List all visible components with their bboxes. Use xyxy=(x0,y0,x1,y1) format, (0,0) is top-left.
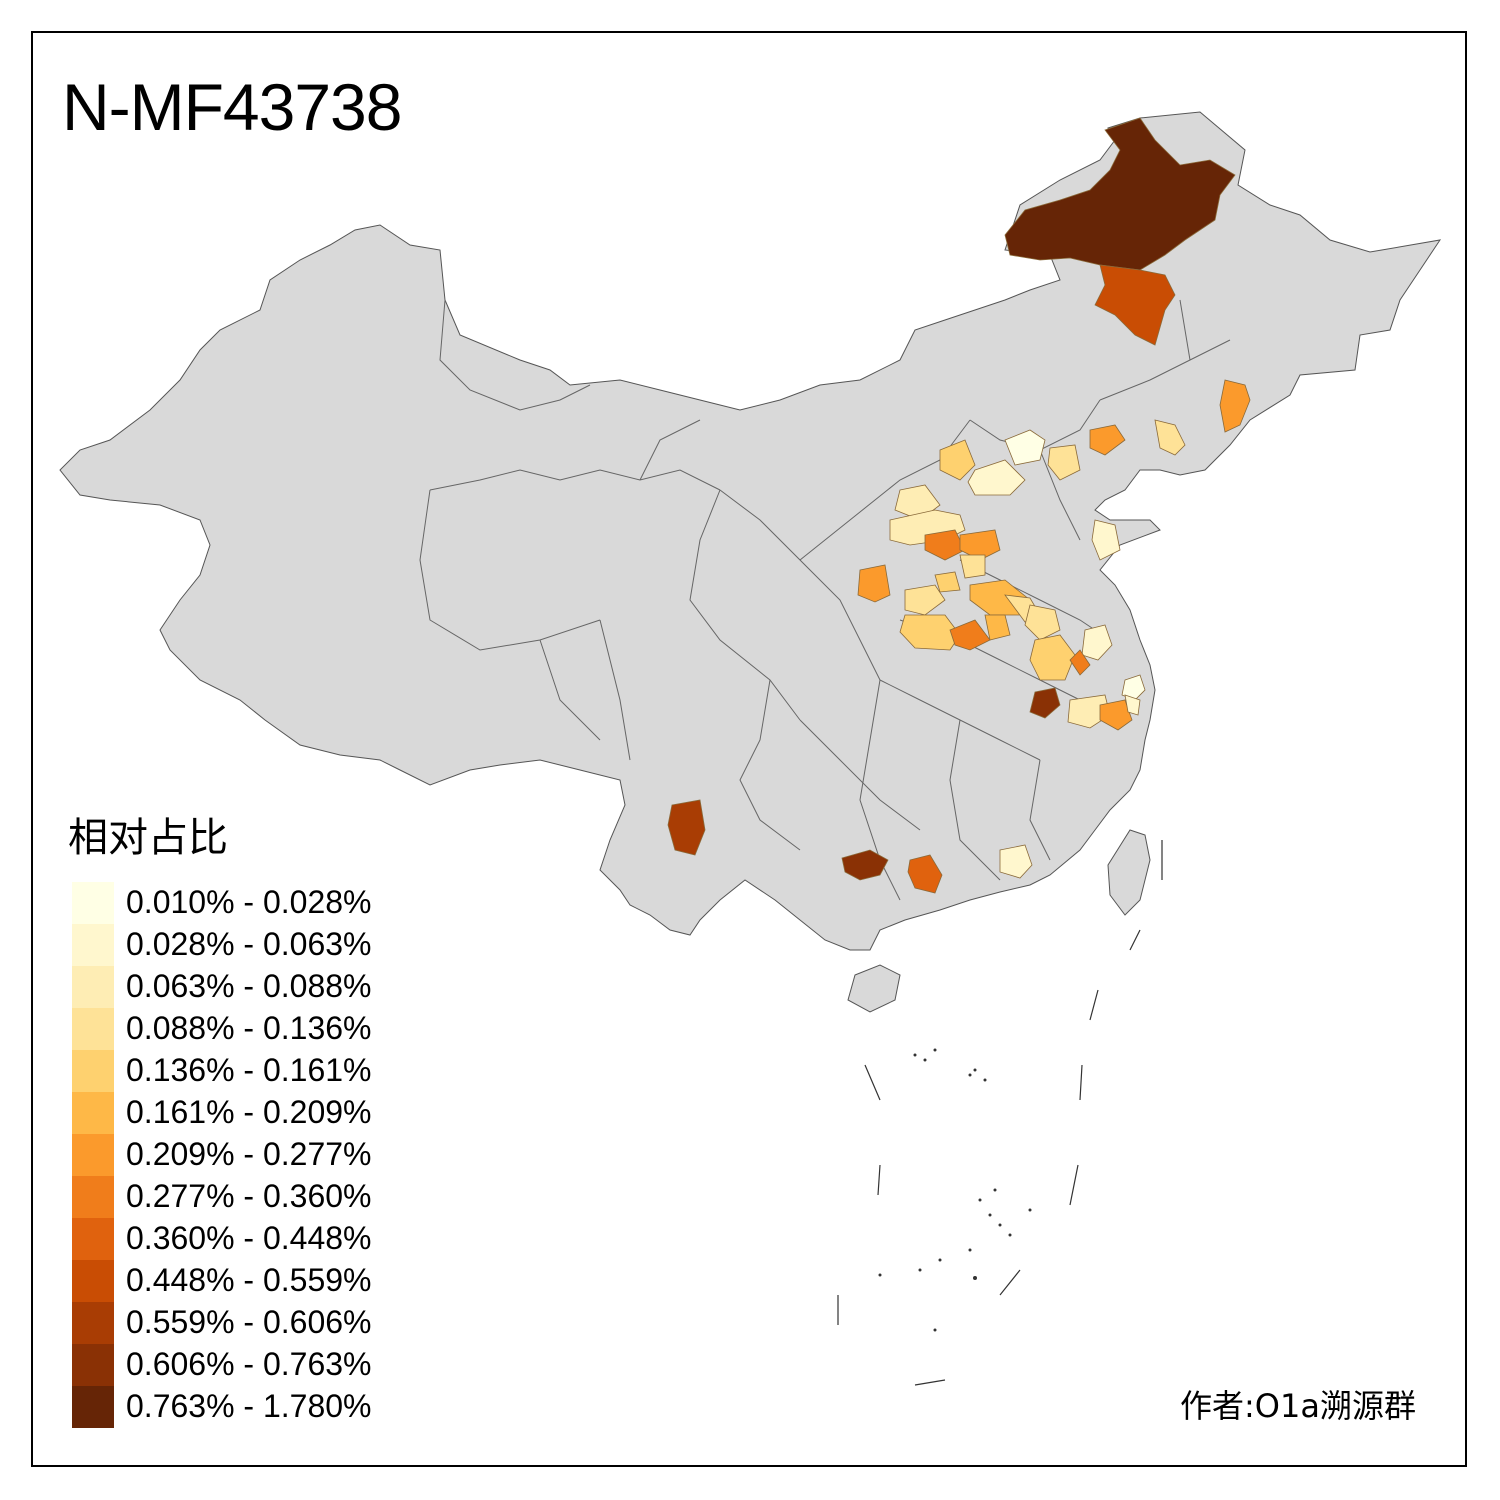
region-zhengzhou xyxy=(984,614,1011,641)
mainland-china xyxy=(59,111,1442,951)
map-title: N-MF43738 xyxy=(62,70,402,144)
region-hefei xyxy=(1067,694,1111,729)
region-shijiazhuang xyxy=(959,529,1001,561)
legend-label: 0.606% - 0.763% xyxy=(126,1346,372,1382)
region-jiaxing xyxy=(1124,694,1141,716)
legend-label: 0.028% - 0.063% xyxy=(126,926,372,962)
legend-swatch xyxy=(72,1050,114,1092)
hainan-island xyxy=(847,964,901,1013)
legend-swatch xyxy=(72,1008,114,1050)
author-credit: 作者:O1a溯源群 xyxy=(1180,1387,1416,1425)
region-hinggan xyxy=(1094,264,1176,346)
legend-swatch xyxy=(72,1344,114,1386)
taiwan-island xyxy=(1107,829,1151,916)
region-tangshan xyxy=(1047,444,1081,481)
legend-label: 0.063% - 0.088% xyxy=(126,968,372,1004)
legend-label: 0.763% - 1.780% xyxy=(126,1388,372,1424)
region-zhoukou xyxy=(1024,604,1061,641)
region-pingdingshan xyxy=(949,619,991,651)
region-yangquan xyxy=(924,529,966,561)
south-china-sea-boundary xyxy=(837,840,1163,1386)
region-jincheng xyxy=(934,571,961,593)
legend-swatch xyxy=(72,1302,114,1344)
region-zhangjiakou xyxy=(967,459,1026,496)
region-dali xyxy=(667,799,706,856)
legend-swatch xyxy=(72,966,114,1008)
south-sea-islands xyxy=(878,1048,1032,1332)
region-xuzhou xyxy=(1091,519,1121,561)
legend-swatch xyxy=(72,1134,114,1176)
region-liaoyang xyxy=(1154,419,1186,456)
legend-label: 0.088% - 0.136% xyxy=(126,1010,372,1046)
legend-label: 0.360% - 0.448% xyxy=(126,1220,372,1256)
legend-swatch xyxy=(72,1092,114,1134)
legend-swatch xyxy=(72,882,114,924)
region-baise xyxy=(841,849,889,881)
region-anqing xyxy=(1029,687,1061,719)
legend-title: 相对占比 xyxy=(68,815,228,861)
legend-label: 0.209% - 0.277% xyxy=(126,1136,372,1172)
region-datong xyxy=(939,439,976,481)
region-huzhou xyxy=(1099,699,1133,731)
region-suzhou-jiangsu xyxy=(1121,674,1146,701)
legend-swatch xyxy=(72,1176,114,1218)
region-meizhou xyxy=(999,844,1033,879)
legend-swatch xyxy=(72,924,114,966)
region-linfen xyxy=(857,564,891,603)
region-dandong xyxy=(1219,379,1251,433)
region-luoyang xyxy=(899,614,961,651)
region-jinzhong xyxy=(959,554,986,579)
region-zhangjiakou-north xyxy=(1004,429,1046,466)
legend-label: 0.136% - 0.161% xyxy=(126,1052,372,1088)
legend-label: 0.559% - 0.606% xyxy=(126,1304,372,1340)
legend-swatch xyxy=(72,1386,114,1428)
data-regions xyxy=(667,117,1251,894)
region-qingyuan xyxy=(907,854,943,894)
legend-label: 0.010% - 0.028% xyxy=(126,884,372,920)
region-chuzhou xyxy=(1069,649,1091,676)
legend-label: 0.277% - 0.360% xyxy=(126,1178,372,1214)
legend-label: 0.448% - 0.559% xyxy=(126,1262,372,1298)
legend-swatch xyxy=(72,1260,114,1302)
map-frame xyxy=(31,31,1467,1467)
region-fuyang xyxy=(1029,634,1076,681)
region-yuncheng xyxy=(904,584,946,616)
legend-swatch xyxy=(72,1218,114,1260)
region-qinhuangdao xyxy=(1089,424,1126,456)
legend-label: 0.161% - 0.209% xyxy=(126,1094,372,1130)
region-bengbu xyxy=(1081,624,1113,661)
